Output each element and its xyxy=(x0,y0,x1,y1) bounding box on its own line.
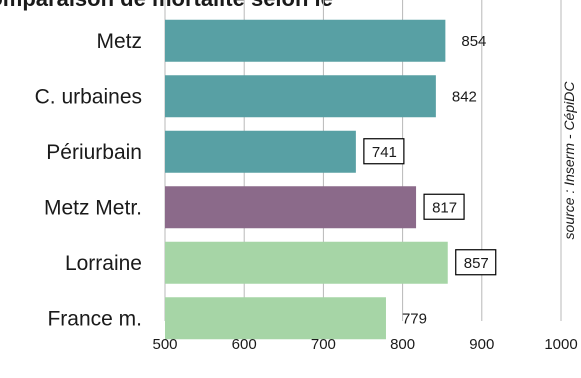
x-tick-labels: 500 600 700 800 900 1000 xyxy=(152,336,577,353)
category-label: France m. xyxy=(47,307,142,330)
category-label: Metz Metr. xyxy=(44,196,142,219)
x-tick-label: 1000 xyxy=(544,336,577,353)
category-label: Metz xyxy=(96,30,142,53)
bar xyxy=(165,186,417,229)
value-label: 842 xyxy=(452,88,477,105)
category-label: Lorraine xyxy=(65,252,142,275)
value-label: 741 xyxy=(372,144,397,161)
value-label: 779 xyxy=(402,310,427,327)
bar xyxy=(165,75,436,118)
chart-title-fragment: comparaison de mortalité selon le xyxy=(0,0,333,11)
source-note: source : Inserm - CépiDC xyxy=(561,81,577,240)
value-labels: 854 842 741 817 857 779 xyxy=(363,33,497,327)
value-label-box xyxy=(423,193,465,220)
x-tick-label: 800 xyxy=(390,336,415,353)
value-label: 857 xyxy=(464,255,489,272)
bar xyxy=(165,241,448,284)
category-label: Périurbain xyxy=(46,141,142,164)
bar xyxy=(165,130,356,173)
category-labels: Metz C. urbaines Périurbain Metz Metr. Lorra… xyxy=(35,30,142,331)
x-tick-label: 500 xyxy=(152,336,177,353)
bars xyxy=(165,19,448,340)
x-tick-label: 600 xyxy=(232,336,257,353)
value-label: 854 xyxy=(461,33,486,50)
value-label: 817 xyxy=(432,199,457,216)
value-label-box xyxy=(363,138,405,165)
value-label-box xyxy=(455,249,497,276)
bar xyxy=(165,19,446,62)
bar xyxy=(165,297,386,340)
x-tick-label: 700 xyxy=(311,336,336,353)
category-label: C. urbaines xyxy=(35,85,142,108)
x-tick-label: 900 xyxy=(469,336,494,353)
